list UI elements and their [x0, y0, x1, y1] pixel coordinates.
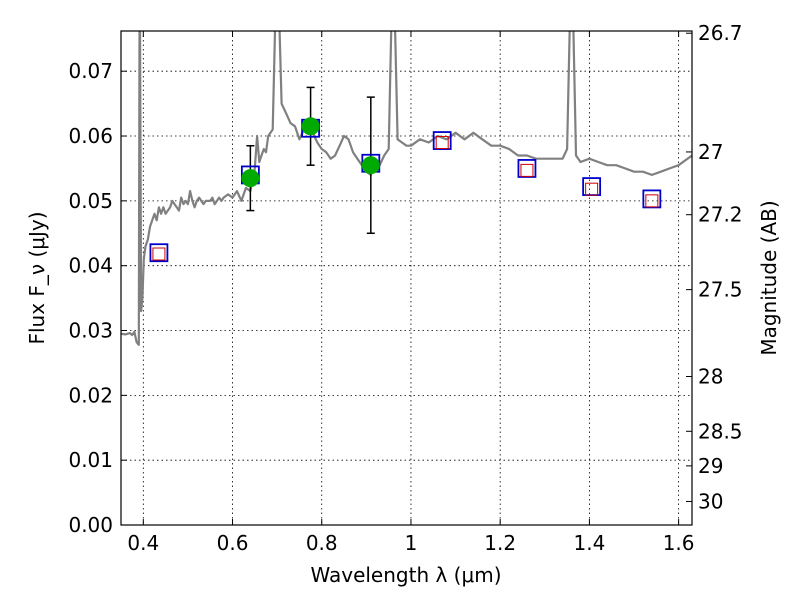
model-sed-line [121, 31, 692, 346]
predicted-flux-box [152, 247, 166, 261]
measured-flux-point [301, 117, 320, 136]
grid-lines [121, 31, 692, 526]
y-axis-label: Flux F_ν (μJy) [25, 211, 49, 344]
predicted-flux-box [585, 182, 599, 196]
plot-frame [120, 30, 693, 526]
y2-tick-label: 27.5 [698, 278, 743, 302]
y-tick-label: 0.06 [68, 124, 113, 148]
x-tick-label: 1.2 [484, 531, 516, 555]
x-tick-label: 1.6 [663, 531, 695, 555]
y2-tick-label: 26.7 [698, 21, 743, 45]
x-tick-label: 1 [405, 531, 418, 555]
y-tick-label: 0.04 [68, 254, 113, 278]
y-tick-label: 0.03 [68, 319, 113, 343]
model-flux-box [432, 131, 452, 150]
y-tick-label: 0.07 [68, 59, 113, 83]
measured-flux-point [361, 156, 380, 175]
y2-tick-label: 28 [698, 364, 723, 388]
x-tick-label: 0.6 [217, 531, 249, 555]
y-tick-label: 0.01 [68, 448, 113, 472]
model-flux-box [517, 159, 537, 178]
y2-tick-label: 27.2 [698, 203, 743, 227]
predicted-flux-box [645, 194, 659, 208]
measured-flux-point [241, 169, 260, 188]
y2-tick-label: 29 [698, 454, 723, 478]
model-flux-box [642, 189, 662, 209]
predicted-flux-box [435, 136, 449, 150]
x-tick-label: 0.4 [127, 531, 159, 555]
y-tick-label: 0.05 [68, 189, 113, 213]
predicted-flux-box [520, 163, 534, 177]
y-tick-label: 0.02 [68, 383, 113, 407]
y2-axis-label: Magnitude (AB) [757, 200, 781, 355]
model-flux-box [149, 243, 169, 263]
axis-ticks: 0.4 0.6 0.8 1 1.2 1.4 1.6 0.00 0.01 0.02 0.03 0.04 0… [68, 21, 742, 555]
plot-data [121, 31, 692, 346]
y2-tick-label: 30 [698, 489, 723, 513]
y-tick-label: 0.00 [68, 513, 113, 537]
x-axis-label: Wavelength λ (μm) [310, 563, 501, 587]
y2-tick-label: 27 [698, 140, 723, 164]
x-tick-label: 1.4 [573, 531, 605, 555]
x-tick-label: 0.8 [306, 531, 338, 555]
y2-tick-label: 28.5 [698, 419, 743, 443]
